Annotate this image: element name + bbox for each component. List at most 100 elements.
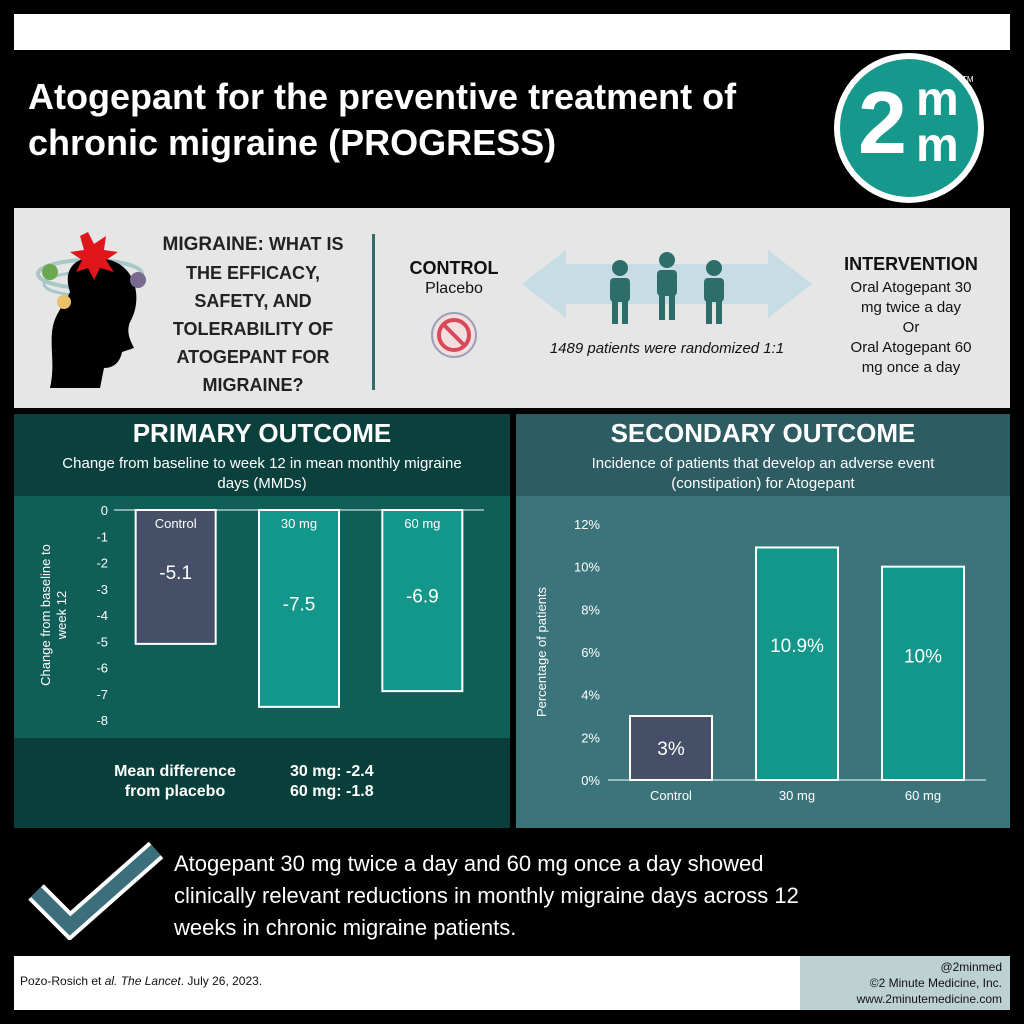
secondary-outcome-panel: SECONDARY OUTCOME Incidence of patients …: [516, 414, 1010, 828]
intervention-line-1: Oral Atogepant 30: [850, 279, 972, 296]
category-label: 30 mg: [281, 516, 317, 531]
conclusion-line-3: weeks in chronic migraine patients.: [174, 915, 517, 940]
primary-subtitle-line-1: Change from baseline to week 12 in mean …: [62, 455, 462, 472]
y-axis-label: Change from baseline toweek 12: [38, 544, 69, 686]
y-axis-label-line-1: Change from baseline to: [38, 544, 53, 686]
y-tick-label: 0%: [581, 773, 600, 788]
page-title: Atogepant for the preventive treatment o…: [28, 74, 828, 166]
secondary-title: SECONDARY OUTCOME: [610, 418, 916, 448]
y-tick-label: -4: [96, 608, 108, 623]
y-tick-label: -2: [96, 556, 108, 571]
control-subtitle: Placebo: [425, 280, 483, 297]
bar-30-mg: [755, 546, 839, 782]
y-axis-label-line-2: week 12: [54, 591, 69, 640]
y-axis-label: Percentage of patients: [534, 586, 549, 717]
intervention-line-3: Or: [902, 319, 920, 336]
y-tick-label: -1: [96, 529, 108, 544]
randomization-text: 1489 patients were randomized 1:1: [549, 340, 785, 357]
question-line-2: THE EFFICACY,: [185, 263, 320, 283]
logo-m-top: m: [916, 73, 959, 126]
title-line-1: Atogepant for the preventive treatment o…: [28, 76, 737, 117]
bar-60-mg: [881, 565, 965, 781]
primary-title: PRIMARY OUTCOME: [132, 418, 392, 448]
data-label: 10%: [904, 647, 942, 668]
logo-m-bottom: m: [916, 119, 959, 172]
top-border: [14, 14, 1010, 50]
logo-trademark: TM: [962, 75, 974, 84]
secondary-subtitle-line-1: Incidence of patients that develop an ad…: [591, 455, 935, 472]
data-label: 3%: [657, 739, 685, 760]
placebo-pill-icon: [431, 312, 477, 358]
mean-diff-label-line-1: Mean difference: [114, 763, 236, 780]
category-label: Control: [650, 788, 692, 803]
primary-subtitle-line-2: days (MMDs): [217, 475, 307, 492]
conclusion-line-1: Atogepant 30 mg twice a day and 60 mg on…: [174, 851, 764, 876]
control-title: CONTROL: [409, 258, 499, 278]
y-tick-label: 4%: [581, 688, 600, 703]
diff-60mg: 60 mg: -1.8: [290, 783, 374, 800]
citation-etal: al.: [104, 974, 118, 988]
data-label: 10.9%: [770, 636, 824, 657]
y-tick-label: -5: [96, 634, 108, 649]
y-tick-label: -3: [96, 582, 108, 597]
diff-30mg: 30 mg: -2.4: [290, 763, 374, 780]
bar-control: [134, 509, 217, 645]
y-tick-label: 6%: [581, 645, 600, 660]
conclusion-text: Atogepant 30 mg twice a day and 60 mg on…: [174, 848, 984, 944]
conclusion-line-2: clinically relevant reductions in monthl…: [174, 883, 799, 908]
primary-chart-area: 0 -1 -2 -3 -4 -5 -6 -7 -8 Change from baseline to…: [14, 496, 510, 738]
primary-bar-chart: 0 -1 -2 -3 -4 -5 -6 -7 -8 Change from baseline to…: [38, 503, 484, 728]
question-line-6: MIGRAINE?: [202, 375, 304, 395]
y-tick-label: 8%: [581, 602, 600, 617]
bar-60-mg: [381, 509, 464, 693]
mean-difference-values: 30 mg: -2.4 60 mg: -1.8: [290, 762, 374, 802]
credit-handle: @2minmed: [940, 960, 1002, 974]
logo-circle: 2 m m TM: [840, 59, 978, 197]
checkmark-icon: [28, 841, 164, 940]
y-tick-label: 12%: [574, 517, 600, 532]
intervention-title: INTERVENTION: [844, 254, 978, 274]
category-label: 60 mg: [404, 516, 440, 531]
credit-copyright: ©2 Minute Medicine, Inc.: [869, 976, 1002, 990]
credit-box: @2minmed ©2 Minute Medicine, Inc. www.2m…: [800, 956, 1010, 1010]
conclusion-panel: Atogepant 30 mg twice a day and 60 mg on…: [14, 834, 1010, 952]
logo-digit: 2: [858, 73, 907, 172]
secondary-bar-chart: 0% 2% 4% 6% 8% 10% 12% Percentage of patients 3%…: [534, 517, 986, 803]
citation-journal: The Lancet: [117, 974, 181, 988]
intervention-line-2: mg twice a day: [860, 299, 962, 316]
secondary-subtitle-line-2: (constipation) for Atogepant: [671, 475, 855, 492]
y-tick-label: -7: [96, 687, 108, 702]
y-tick-label: 0: [101, 503, 108, 518]
migraine-label: MIGRAINE:: [162, 234, 264, 255]
y-tick-label: 10%: [574, 560, 600, 575]
primary-outcome-panel: PRIMARY OUTCOME Change from baseline to …: [14, 414, 510, 828]
secondary-chart-area: 0% 2% 4% 6% 8% 10% 12% Percentage of patients 3%…: [516, 496, 1010, 828]
citation: Pozo-Rosich et al. The Lancet. July 26, …: [20, 974, 262, 988]
data-label: -7.5: [283, 594, 316, 615]
mean-difference-label: Mean difference from placebo: [80, 762, 270, 802]
category-label: 60 mg: [905, 788, 941, 803]
citation-date: . July 26, 2023.: [180, 974, 263, 988]
randomization-arrow-icon: [522, 250, 812, 324]
primary-header: PRIMARY OUTCOME Change from baseline to …: [14, 414, 510, 496]
data-label: -5.1: [159, 563, 192, 584]
y-tick-label: 2%: [581, 730, 600, 745]
question-line-5: ATOGEPANT FOR: [176, 347, 330, 367]
category-label: Control: [155, 516, 197, 531]
bar-30-mg: [258, 509, 340, 708]
intervention-line-5: mg once a day: [861, 359, 961, 376]
credit-website[interactable]: www.2minutemedicine.com: [856, 992, 1002, 1006]
bar-control: [629, 715, 713, 781]
section-divider: [372, 234, 375, 390]
secondary-header: SECONDARY OUTCOME Incidence of patients …: [516, 414, 1010, 496]
mean-difference-box: Mean difference from placebo 30 mg: -2.4…: [14, 738, 510, 828]
data-label: -6.9: [406, 587, 439, 608]
brand-logo: 2 m m TM: [834, 53, 984, 203]
migraine-head-icon: [36, 232, 146, 388]
mean-diff-label-line-2: from placebo: [124, 783, 226, 800]
secondary-subtitle: Incidence of patients that develop an ad…: [536, 454, 990, 494]
question-line-4: TOLERABILITY OF: [172, 319, 334, 339]
question-line-3: SAFETY, AND: [194, 291, 312, 311]
intervention-line-4: Oral Atogepant 60: [850, 339, 972, 356]
